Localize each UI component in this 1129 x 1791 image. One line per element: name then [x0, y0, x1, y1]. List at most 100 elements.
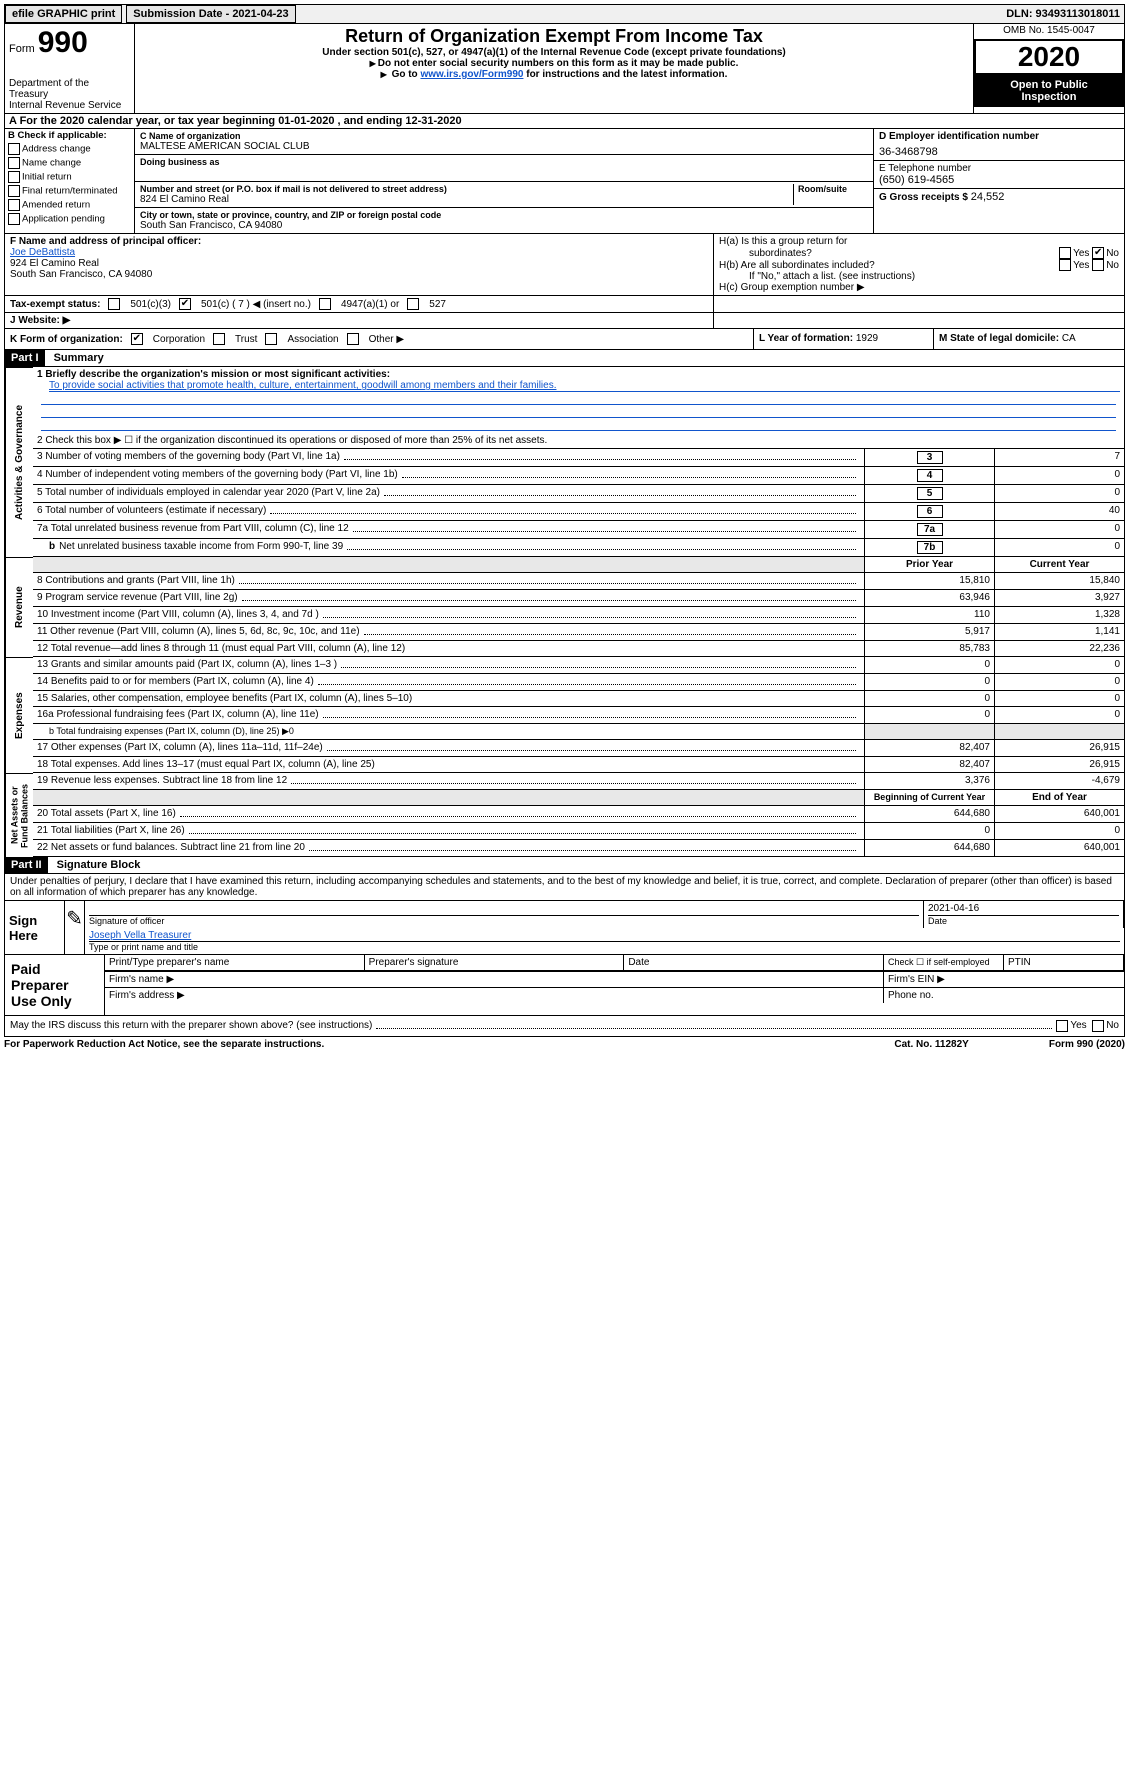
vert-gov: Activities & Governance [5, 367, 33, 557]
l5v: 0 [995, 485, 1125, 503]
l17c: 26,915 [995, 740, 1125, 757]
chk-name[interactable]: Name change [22, 158, 81, 169]
hb-yes[interactable]: Yes [1073, 260, 1089, 271]
chk-501c[interactable]: 501(c) ( 7 ) ◀ (insert no.) [201, 299, 311, 310]
klm-row: K Form of organization: Corporation Trus… [4, 329, 1125, 350]
chk-corp[interactable]: Corporation [153, 334, 205, 345]
inspection: Inspection [974, 91, 1124, 103]
l22c: 640,001 [995, 840, 1125, 857]
vert-rev: Revenue [5, 557, 33, 657]
phone-label: E Telephone number [879, 163, 1119, 174]
ein-label: D Employer identification number [879, 131, 1119, 142]
phone-no: Phone no. [884, 988, 1124, 1003]
chk-initial[interactable]: Initial return [22, 172, 72, 183]
top-bar: efile GRAPHIC print Submission Date - 20… [4, 4, 1125, 24]
part-i-title: Summary [48, 350, 110, 366]
city-val: South San Francisco, CA 94080 [140, 220, 868, 231]
l20p: 644,680 [865, 806, 995, 823]
sig-officer-label: Signature of officer [89, 916, 919, 926]
omb: OMB No. 1545-0047 [974, 24, 1124, 37]
l21p: 0 [865, 823, 995, 840]
open-public: Open to Public [974, 79, 1124, 91]
paid-label: Paid Preparer Use Only [5, 955, 105, 1015]
l20c: 640,001 [995, 806, 1125, 823]
ha-no[interactable]: No [1106, 248, 1119, 259]
hb-note: If "No," attach a list. (see instruction… [719, 271, 1119, 282]
l18p: 82,407 [865, 757, 995, 773]
officer-city: South San Francisco, CA 94080 [10, 269, 708, 280]
l15: 15 Salaries, other compensation, employe… [33, 691, 865, 707]
gross-label: G Gross receipts $ [879, 192, 971, 203]
print-prep: Print/Type preparer's name [105, 955, 365, 971]
discuss-text: May the IRS discuss this return with the… [10, 1020, 372, 1032]
l16b: b Total fundraising expenses (Part IX, c… [33, 724, 865, 740]
l13: 13 Grants and similar amounts paid (Part… [37, 659, 337, 671]
discuss-no[interactable]: No [1106, 1020, 1119, 1032]
l7b: Net unrelated business taxable income fr… [59, 541, 343, 554]
part-ii-title: Signature Block [51, 857, 147, 873]
paperwork-notice: For Paperwork Reduction Act Notice, see … [4, 1039, 324, 1050]
form-title: Return of Organization Exempt From Incom… [139, 26, 969, 47]
row-a-period: A For the 2020 calendar year, or tax yea… [4, 114, 1125, 129]
prep-sig: Preparer's signature [365, 955, 625, 971]
efile-button[interactable]: efile GRAPHIC print [5, 5, 122, 23]
l11: 11 Other revenue (Part VIII, column (A),… [37, 626, 360, 638]
chk-app[interactable]: Application pending [22, 214, 105, 225]
org-name: MALTESE AMERICAN SOCIAL CLUB [140, 141, 868, 152]
sig-date-val: 2021-04-16 [928, 903, 1119, 916]
l11c: 1,141 [995, 624, 1125, 641]
discuss-yes[interactable]: Yes [1070, 1020, 1086, 1032]
l13p: 0 [865, 657, 995, 674]
discuss-row: May the IRS discuss this return with the… [4, 1016, 1125, 1037]
vert-net: Net Assets or Fund Balances [5, 773, 33, 857]
l16ac: 0 [995, 707, 1125, 724]
l22: 22 Net assets or fund balances. Subtract… [37, 842, 305, 854]
officer-name[interactable]: Joe DeBattista [10, 247, 708, 258]
chk-other[interactable]: Other ▶ [369, 334, 404, 345]
l17p: 82,407 [865, 740, 995, 757]
l9p: 63,946 [865, 590, 995, 607]
chk-trust[interactable]: Trust [235, 334, 257, 345]
l8c: 15,840 [995, 573, 1125, 590]
street-label: Number and street (or P.O. box if mail i… [140, 184, 793, 194]
hb-label: H(b) Are all subordinates included? [719, 260, 1059, 271]
l15c: 0 [995, 691, 1125, 707]
chk-501c3[interactable]: 501(c)(3) [130, 299, 171, 310]
self-emp[interactable]: Check ☐ if self-employed [884, 955, 1004, 971]
l10: 10 Investment income (Part VIII, column … [37, 609, 319, 621]
chk-amended[interactable]: Amended return [22, 200, 90, 211]
f-label: F Name and address of principal officer: [10, 236, 708, 247]
gross-val: 24,552 [971, 191, 1005, 203]
l-val: 1929 [856, 333, 878, 344]
m-val: CA [1062, 333, 1076, 344]
chk-assoc[interactable]: Association [287, 334, 338, 345]
website-label: J Website: ▶ [5, 313, 714, 328]
form-number: 990 [38, 26, 88, 59]
goto-pre: Go to [392, 69, 421, 80]
form-footer: Form 990 (2020) [1049, 1039, 1125, 1050]
chk-527[interactable]: 527 [429, 299, 446, 310]
l3v: 7 [995, 449, 1125, 467]
chk-addr[interactable]: Address change [22, 144, 91, 155]
type-name-label: Type or print name and title [89, 942, 1120, 952]
l6: 6 Total number of volunteers (estimate i… [37, 505, 266, 518]
ein-val: 36-3468798 [879, 146, 1119, 158]
l22p: 644,680 [865, 840, 995, 857]
l17: 17 Other expenses (Part IX, column (A), … [37, 742, 323, 754]
l4v: 0 [995, 467, 1125, 485]
ha-yes[interactable]: Yes [1073, 248, 1089, 259]
chk-final[interactable]: Final return/terminated [22, 186, 118, 197]
chk-4947[interactable]: 4947(a)(1) or [341, 299, 399, 310]
tax-year: 2020 [974, 39, 1124, 75]
hb-no[interactable]: No [1106, 260, 1119, 271]
l8: 8 Contributions and grants (Part VIII, l… [37, 575, 235, 587]
firm-name: Firm's name ▶ [105, 972, 884, 987]
l6v: 40 [995, 503, 1125, 521]
form990-link[interactable]: www.irs.gov/Form990 [420, 69, 523, 80]
l18: 18 Total expenses. Add lines 13–17 (must… [33, 757, 865, 773]
l21c: 0 [995, 823, 1125, 840]
current-year-hdr: Current Year [995, 557, 1125, 573]
dept-treasury: Department of the Treasury [9, 78, 130, 100]
l12c: 22,236 [995, 641, 1125, 657]
perjury-text: Under penalties of perjury, I declare th… [5, 874, 1124, 900]
